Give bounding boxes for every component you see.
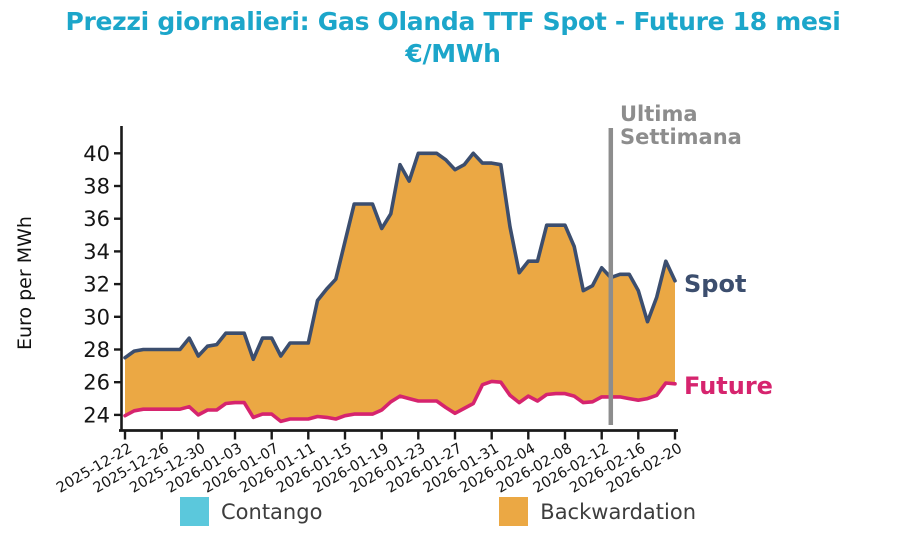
spot-series-label: Spot	[684, 270, 747, 298]
legend: Contango Backwardation	[180, 497, 696, 526]
chart-title: Prezzi giornalieri: Gas Olanda TTF Spot …	[0, 6, 906, 70]
backwardation-swatch	[499, 497, 529, 526]
backwardation-label: Backwardation	[540, 499, 696, 524]
svg-text:24: 24	[83, 403, 110, 427]
svg-text:40: 40	[83, 142, 110, 166]
contango-label: Contango	[221, 499, 323, 524]
chart-title-line2: €/MWh	[405, 39, 501, 68]
contango-swatch	[180, 497, 209, 526]
last-week-annotation: Ultima Settimana	[620, 102, 742, 150]
svg-text:30: 30	[83, 305, 110, 329]
chart-title-line1: Prezzi giornalieri: Gas Olanda TTF Spot …	[65, 7, 841, 36]
legend-item-backwardation: Backwardation	[499, 497, 696, 526]
y-axis-label: Euro per MWh	[14, 216, 36, 350]
svg-text:34: 34	[83, 240, 110, 264]
svg-text:28: 28	[83, 338, 110, 362]
svg-text:36: 36	[83, 207, 110, 231]
legend-item-contango: Contango	[180, 497, 322, 526]
svg-text:38: 38	[83, 175, 110, 199]
future-series-label: Future	[684, 372, 773, 400]
svg-text:32: 32	[83, 273, 110, 297]
svg-text:26: 26	[83, 371, 110, 395]
